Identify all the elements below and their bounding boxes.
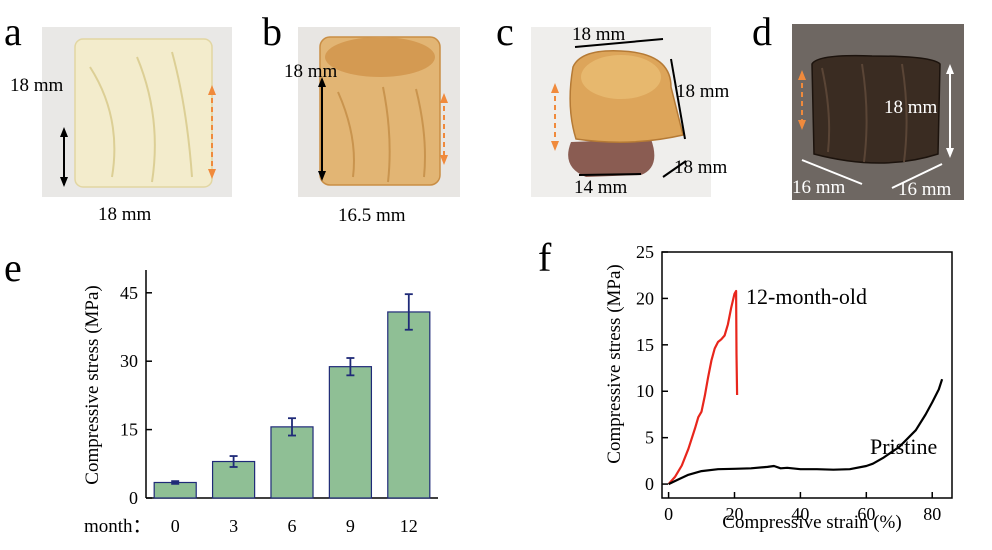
dim-label-a-height: 18 mm — [10, 75, 64, 96]
chart-f-ytick-label: 15 — [636, 335, 654, 355]
chart-f-ytick-label: 25 — [636, 242, 654, 262]
chart-f-ytick-label: 0 — [645, 474, 654, 494]
chart-e-x-ticks: 0 3 6 9 12 — [171, 516, 418, 536]
dim-label-c-bottom: 14 mm — [574, 177, 628, 198]
panel-label-d: d — [752, 9, 772, 54]
chart-e-xtick-label: 0 — [171, 516, 180, 536]
chart-f-ytick-label: 10 — [636, 381, 654, 401]
chart-f-series-line-0 — [667, 289, 739, 485]
chart-f-xlabel: Compressive strain (%) — [722, 512, 901, 533]
aged-cube-c-illustration — [551, 38, 687, 178]
chart-f-frame — [661, 251, 953, 499]
chart-f-annotation-aged: 12-month-old — [746, 284, 867, 309]
photo-aged-cube-b — [298, 27, 460, 197]
aged-cube-b-illustration — [318, 36, 448, 186]
dim-label-c-depth: 18 mm — [674, 157, 728, 178]
panel-label-e: e — [4, 245, 22, 290]
dim-label-d-left: 16 mm — [792, 177, 846, 198]
chart-e-ytick-label: 30 — [120, 351, 138, 371]
panel-label-c: c — [496, 9, 514, 54]
chart-f-x-ticks: 0 20 40 60 80 — [664, 492, 941, 524]
chart-e-xtick-label: 3 — [229, 516, 238, 536]
dim-label-d-height: 18 mm — [884, 97, 938, 118]
chart-f-annotation-pristine: Pristine — [870, 434, 937, 459]
panel-label-b: b — [262, 9, 282, 54]
dim-label-c-top: 18 mm — [572, 24, 626, 45]
chart-e-ylabel: Compressive stress (MPa) — [82, 285, 103, 484]
chart-e-bar — [328, 366, 373, 499]
photo-fresh-cube — [42, 27, 232, 197]
fresh-cube-illustration — [60, 38, 216, 188]
chart-e-ytick-label: 0 — [129, 488, 138, 508]
chart-f-ylabel: Compressive stress (MPa) — [604, 264, 625, 463]
photo-aged-cube-d — [792, 24, 964, 200]
dim-label-d-right: 16 mm — [898, 179, 952, 200]
dim-label-b-height: 18 mm — [284, 61, 338, 82]
chart-f-lines — [667, 289, 944, 486]
chart-e-xtick-label: 6 — [288, 516, 297, 536]
photo-aged-cube-c — [531, 27, 711, 197]
chart-e-xlabel: month： — [84, 516, 152, 537]
chart-e-bar — [270, 426, 314, 499]
chart-f-xtick-label: 0 — [664, 504, 673, 524]
chart-e-bars — [153, 293, 431, 499]
aged-cube-d-illustration — [798, 54, 954, 189]
chart-e-bar — [153, 481, 197, 499]
panel-label-f: f — [538, 235, 552, 280]
chart-e-bar — [387, 311, 431, 499]
chart-e-ytick-label: 15 — [120, 420, 138, 440]
chart-f-xtick-label: 20 — [726, 504, 744, 524]
chart-e-xtick-label: 12 — [400, 516, 418, 536]
dim-label-c-side: 18 mm — [676, 81, 730, 102]
chart-f-ytick-label: 5 — [645, 428, 654, 448]
dim-label-a-width: 18 mm — [98, 204, 152, 225]
chart-f-xtick-label: 40 — [791, 504, 809, 524]
chart-e-xtick-label: 9 — [346, 516, 355, 536]
chart-f-series-line-1 — [668, 378, 944, 486]
chart-e-ytick-label: 45 — [120, 283, 138, 303]
chart-f-xtick-label: 60 — [857, 504, 875, 524]
panel-label-a: a — [4, 9, 22, 54]
chart-f-ytick-label: 20 — [636, 288, 654, 308]
line-chart-stress-strain: 0 5 10 15 20 25 0 20 40 60 80 12-month-old Pristi… — [604, 242, 953, 533]
dim-label-b-width: 16.5 mm — [338, 205, 406, 226]
chart-e-y-ticks: 0 15 30 45 — [120, 283, 152, 508]
chart-f-y-ticks: 0 5 10 15 20 25 — [636, 242, 668, 494]
chart-f-xtick-label: 80 — [923, 504, 941, 524]
